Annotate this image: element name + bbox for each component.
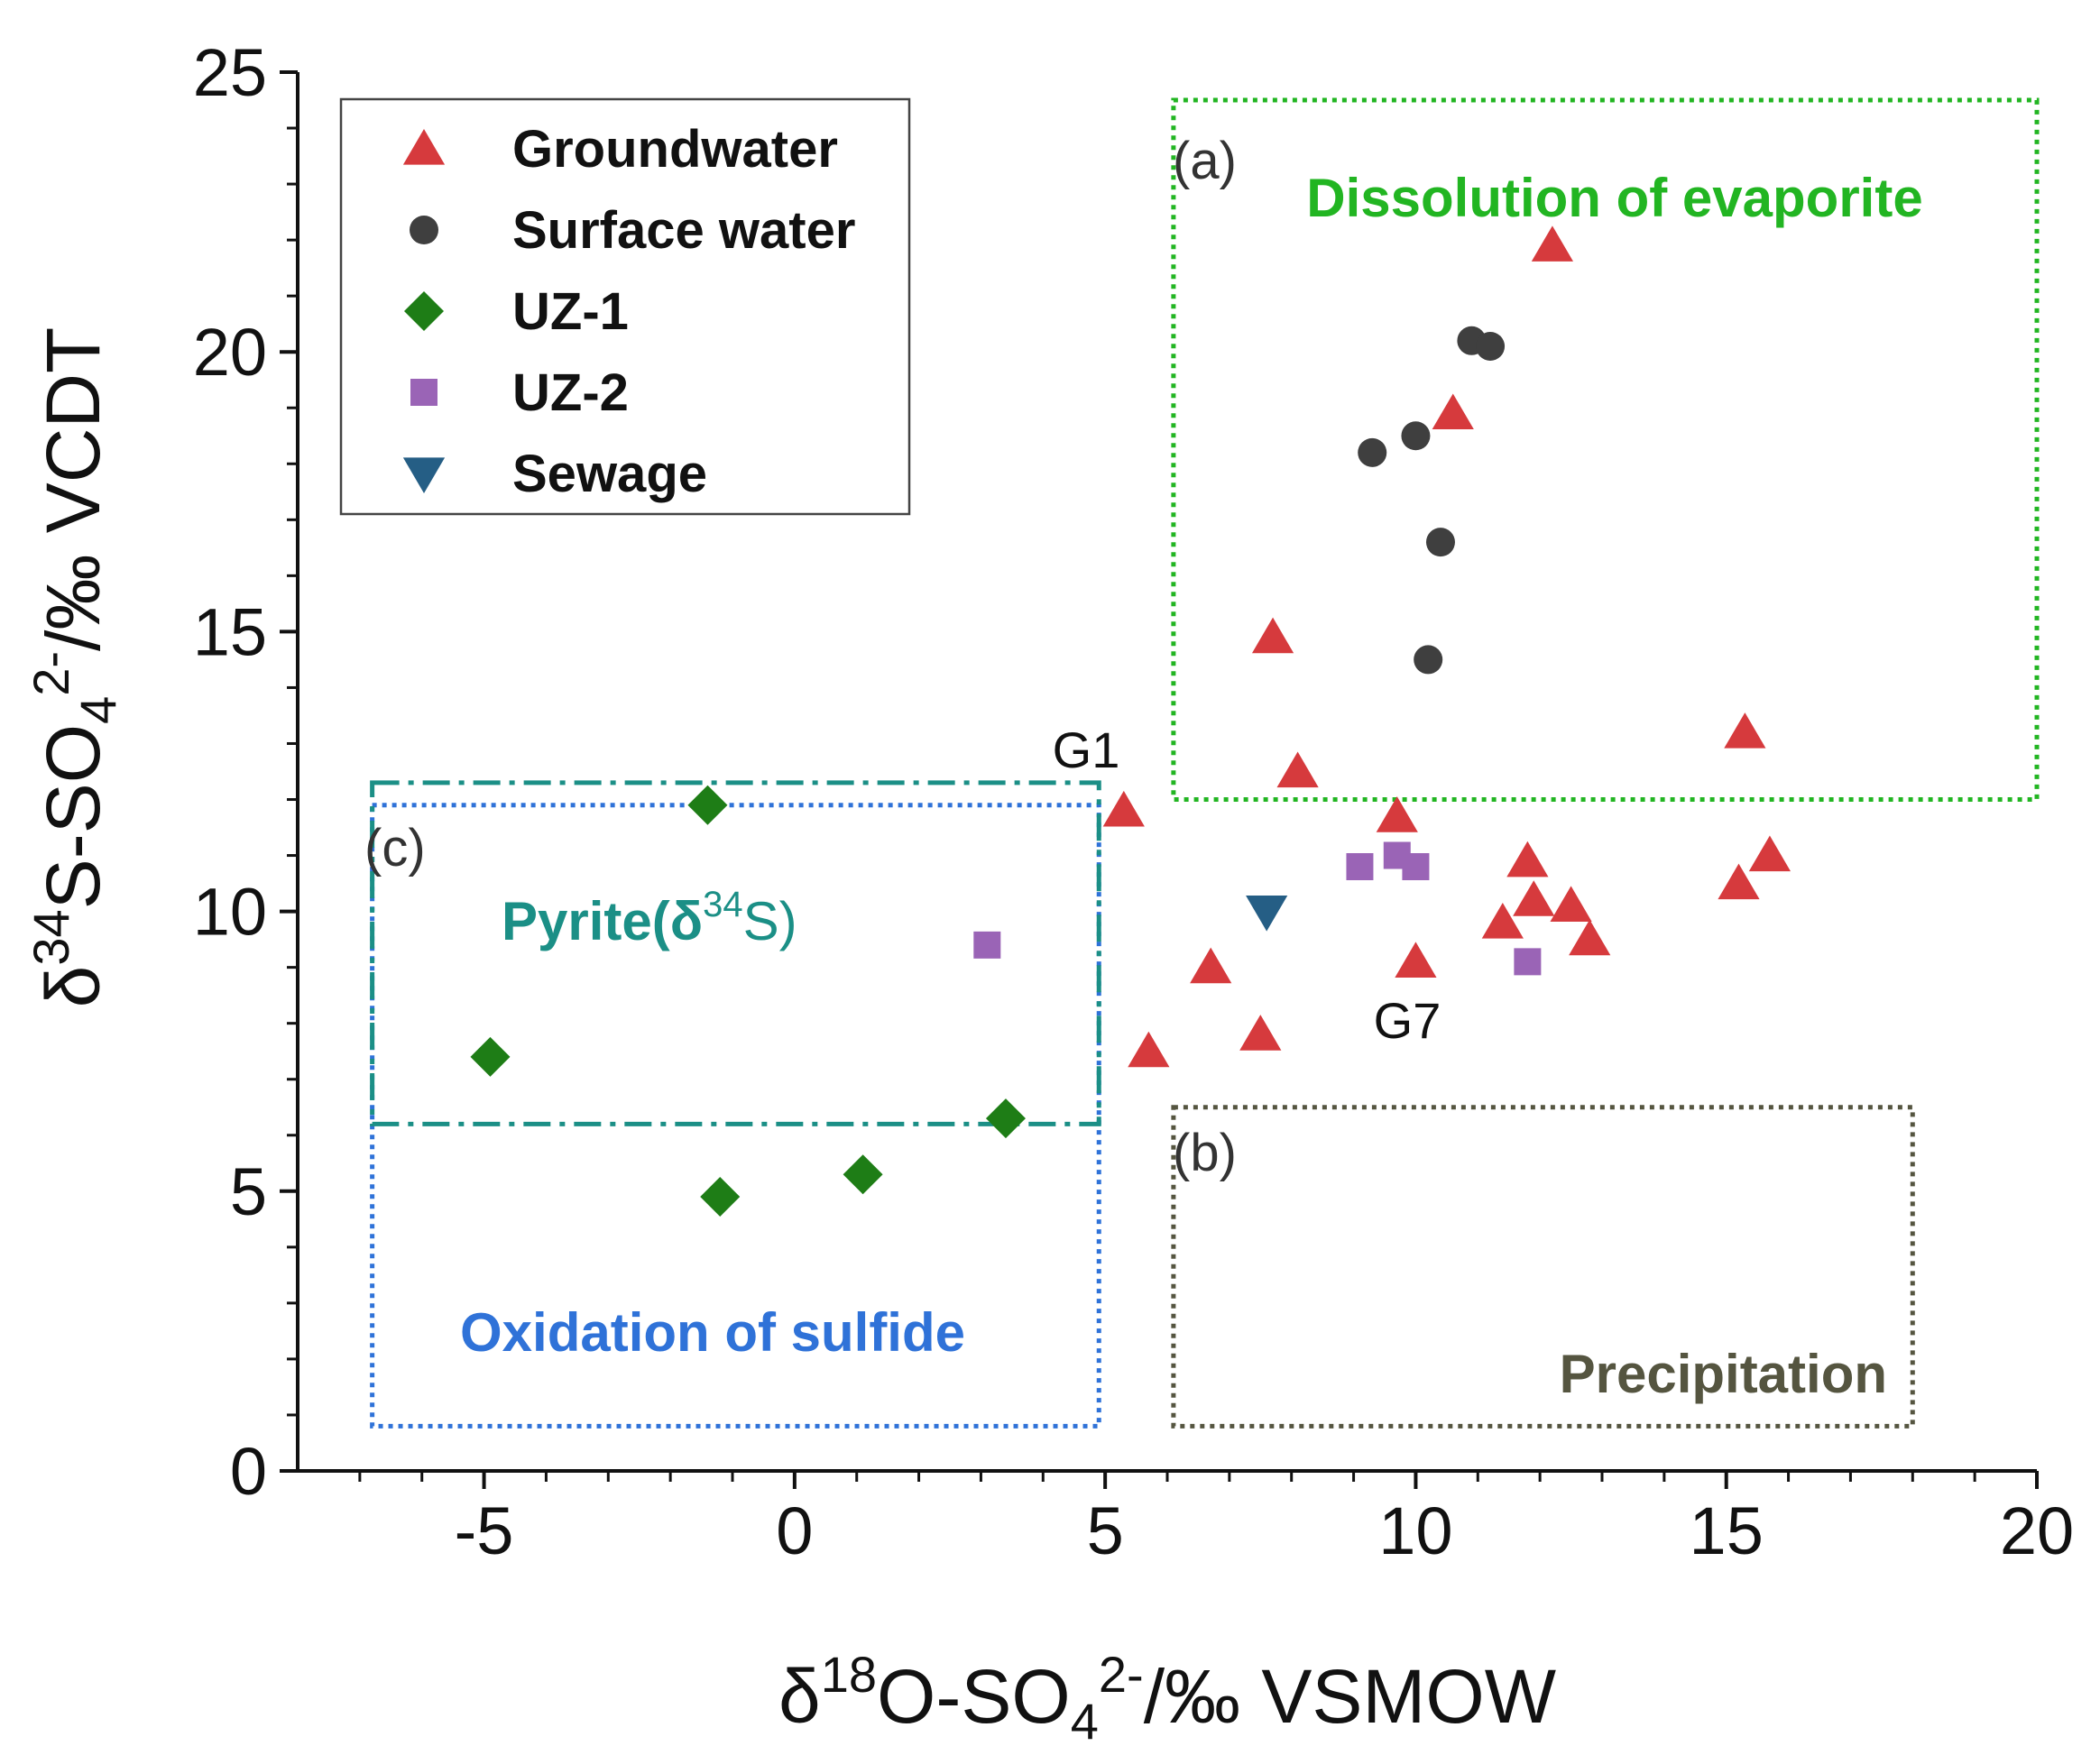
- y-tick-label: 20: [193, 315, 267, 390]
- point-groundwater: [1251, 617, 1294, 654]
- point-surface-water: [1476, 331, 1506, 361]
- legend-label-sewage: Sewage: [512, 445, 707, 503]
- point-surface-water: [1414, 645, 1443, 675]
- y-tick-label: 15: [193, 594, 267, 669]
- legend-label-groundwater: Groundwater: [512, 120, 838, 179]
- legend-marker-uz-1: [404, 291, 444, 331]
- x-axis-label: δ18O-SO42-/‰ VSMOW: [778, 1646, 1556, 1750]
- legend-label-surface-water: Surface water: [512, 201, 855, 260]
- y-tick-label: 0: [230, 1434, 267, 1509]
- y-label-sup1: 34: [23, 909, 79, 965]
- y-tick-label: 25: [193, 35, 267, 110]
- point-groundwater: [1190, 947, 1232, 984]
- data-points: [470, 225, 1791, 1217]
- point-groundwater: [1276, 751, 1319, 788]
- region-labels: (a) Dissolution of evaporite (b) Precipi…: [364, 132, 1923, 1404]
- region-box-a: [1171, 97, 2040, 803]
- y-label-sub: 4: [69, 696, 126, 724]
- point-uz-2: [1346, 852, 1374, 880]
- point-groundwater: [1531, 225, 1574, 262]
- legend: Groundwater Surface water UZ-1 UZ-2 Sewage: [339, 97, 911, 516]
- pyrite-label-pre: Pyrite(δ: [502, 891, 703, 951]
- x-tick-label: 5: [1087, 1493, 1124, 1568]
- point-uz-2: [1514, 948, 1542, 976]
- y-label-pre: δ: [31, 966, 115, 1008]
- axes: -5 0 5 10 15 20 0 5 10 15 20 25: [193, 35, 2074, 1568]
- point-surface-water: [1358, 437, 1387, 467]
- point-groundwater: [1481, 903, 1524, 939]
- region-b-label: Precipitation: [1560, 1344, 1887, 1404]
- region-box-c: [370, 803, 1101, 1429]
- point-groundwater: [1748, 835, 1791, 872]
- x-tick-label: 10: [1378, 1493, 1452, 1568]
- x-label-sup1: 18: [821, 1646, 877, 1703]
- point-groundwater: [1506, 841, 1549, 878]
- point-sewage: [1246, 896, 1288, 932]
- y-label-post: /‰ VCDT: [31, 327, 115, 651]
- region-c-label: Oxidation of sulfide: [460, 1302, 965, 1363]
- x-label-sup2: 2-: [1099, 1646, 1144, 1703]
- x-tick-label: 0: [776, 1493, 813, 1568]
- y-label-sup2: 2-: [23, 651, 79, 696]
- legend-marker-uz-2: [410, 379, 438, 406]
- x-tick-label: -5: [455, 1493, 514, 1568]
- region-a-label: Dissolution of evaporite: [1306, 168, 1922, 228]
- point-groundwater: [1239, 1015, 1282, 1051]
- point-uz-1: [700, 1177, 741, 1217]
- point-uz-2: [973, 931, 1001, 959]
- region-box-b: [1171, 1105, 1915, 1429]
- point-uz-2: [1402, 852, 1430, 880]
- annotation-g7: G7: [1374, 992, 1441, 1049]
- point-groundwater: [1569, 919, 1611, 956]
- annotation-g1: G1: [1053, 721, 1120, 778]
- point-annotations: G1 G7: [1053, 721, 1441, 1049]
- point-groundwater: [1550, 886, 1592, 922]
- pyrite-label-sup: 34: [703, 885, 743, 924]
- x-label-sub: 4: [1071, 1693, 1099, 1750]
- legend-marker-sewage: [402, 457, 446, 493]
- x-tick-label: 15: [1690, 1493, 1764, 1568]
- point-groundwater: [1376, 796, 1418, 832]
- legend-label-uz-1: UZ-1: [512, 282, 629, 341]
- point-groundwater: [1432, 393, 1474, 430]
- point-groundwater: [1513, 880, 1555, 916]
- point-groundwater: [1718, 863, 1760, 900]
- x-label-post: /‰ VSMOW: [1144, 1654, 1556, 1739]
- region-c-tag: (c): [364, 819, 426, 878]
- x-label-pre: δ: [778, 1654, 821, 1739]
- y-ticks: 0 5 10 15 20 25: [193, 35, 298, 1509]
- y-label-mid: S-SO: [31, 724, 115, 909]
- region-box-pyrite: [370, 780, 1101, 1126]
- point-groundwater: [1102, 790, 1145, 827]
- y-tick-label: 10: [193, 875, 267, 950]
- pyrite-label: Pyrite(δ34S): [502, 885, 797, 951]
- y-axis-label: δ34S-SO42-/‰ VCDT: [23, 327, 126, 1008]
- point-surface-water: [1425, 528, 1455, 557]
- y-tick-label: 5: [230, 1154, 267, 1229]
- point-surface-water: [1401, 421, 1431, 451]
- x-label-mid: O-SO: [877, 1654, 1071, 1739]
- legend-items: Groundwater Surface water UZ-1 UZ-2 Sewage: [402, 120, 855, 503]
- legend-marker-surface-water: [410, 216, 438, 244]
- x-tick-label: 20: [2000, 1493, 2074, 1568]
- x-ticks: -5 0 5 10 15 20: [358, 1471, 2074, 1568]
- point-uz-1: [843, 1154, 883, 1195]
- point-groundwater: [1128, 1031, 1170, 1068]
- point-uz-1: [985, 1098, 1026, 1139]
- regions: [370, 97, 2040, 1429]
- point-groundwater: [1395, 942, 1437, 979]
- point-uz-1: [470, 1036, 511, 1077]
- legend-marker-groundwater: [402, 129, 446, 165]
- pyrite-label-post: S): [743, 891, 797, 951]
- legend-label-uz-2: UZ-2: [512, 363, 629, 422]
- region-a-tag: (a): [1173, 132, 1237, 190]
- point-groundwater: [1724, 712, 1766, 749]
- region-b-tag: (b): [1173, 1124, 1237, 1182]
- point-uz-1: [687, 785, 728, 825]
